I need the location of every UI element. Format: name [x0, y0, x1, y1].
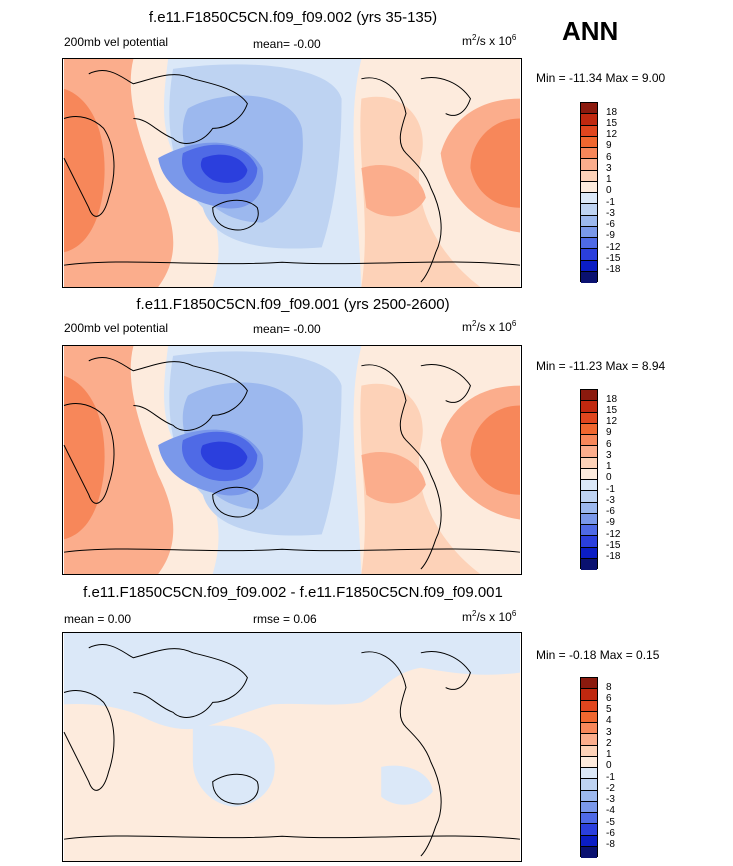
colorbar-tick-label: 6 [606, 439, 612, 450]
colorbar-tick-label: -1 [606, 197, 615, 208]
colorbar-tick-label: -15 [606, 540, 621, 551]
colorbar-tick-label: -6 [606, 828, 615, 839]
colorbar-tick-label: -3 [606, 208, 615, 219]
panel3-title: f.e11.F1850C5CN.f09_f09.002 - f.e11.F185… [83, 584, 503, 601]
panel2-map [62, 345, 522, 575]
colorbar-tick-label: 1 [606, 174, 612, 185]
colorbar-tick-label: -2 [606, 783, 615, 794]
colorbar-tick-label: -18 [606, 264, 621, 275]
panel3-units: m2/s x 106 [462, 609, 517, 624]
colorbar-tick-label: -15 [606, 253, 621, 264]
colorbar-tick-label: 15 [606, 405, 618, 416]
panel3-minmax: Min = -0.18 Max = 0.15 [536, 648, 660, 662]
colorbar-tick-label: -1 [606, 484, 615, 495]
colorbar-tick-label: 0 [606, 185, 612, 196]
panel2-colorbar [580, 389, 598, 570]
panel1-minmax: Min = -11.34 Max = 9.00 [536, 71, 666, 85]
colorbar-tick-label: -4 [606, 805, 615, 816]
panel2-mean-label: mean= -0.00 [253, 322, 321, 336]
panel3-map [62, 632, 522, 862]
panel1-mean-label: mean= -0.00 [253, 37, 321, 51]
colorbar-tick-label: 18 [606, 394, 618, 405]
colorbar-tick-label: 3 [606, 163, 612, 174]
panel1-colorbar [580, 102, 598, 283]
colorbar-tick-label: -3 [606, 794, 615, 805]
colorbar-tick-label: -3 [606, 495, 615, 506]
colorbar-tick-label: 9 [606, 140, 612, 151]
colorbar-tick-label: 12 [606, 129, 618, 140]
colorbar-tick-label: -12 [606, 242, 621, 253]
colorbar-tick-label: -6 [606, 506, 615, 517]
colorbar-tick-label: 1 [606, 749, 612, 760]
colorbar-tick-label: -1 [606, 772, 615, 783]
panel2-units: m2/s x 106 [462, 319, 517, 334]
colorbar-tick-label: -9 [606, 230, 615, 241]
colorbar-tick-label: 3 [606, 727, 612, 738]
panel1-units: m2/s x 106 [462, 33, 517, 48]
colorbar-tick-label: 0 [606, 760, 612, 771]
colorbar-tick-label: -18 [606, 551, 621, 562]
colorbar-tick-label: -12 [606, 529, 621, 540]
panel3-mean-label: mean = 0.00 [64, 612, 132, 626]
colorbar-tick-label: 6 [606, 693, 612, 704]
colorbar-tick-label: 5 [606, 704, 612, 715]
colorbar-tick-label: 15 [606, 118, 618, 129]
colorbar-tick-label: -9 [606, 517, 615, 528]
panel1-colorbar-labels: 18 15 12 9 6 3 1 0 -1 -3 -6 -9 -12 -15 -… [606, 102, 636, 282]
panel2-title: f.e11.F1850C5CN.f09_f09.001 (yrs 2500-26… [136, 296, 450, 313]
colorbar-tick-label: 2 [606, 738, 612, 749]
panel2-minmax: Min = -11.23 Max = 8.94 [536, 359, 666, 373]
colorbar-tick-label: 3 [606, 450, 612, 461]
panel1-variable-label: 200mb vel potential [64, 35, 169, 49]
panel3-colorbar [580, 677, 598, 858]
colorbar-tick-label: 4 [606, 715, 612, 726]
panel1-map [62, 58, 522, 288]
colorbar-tick-label: 1 [606, 461, 612, 472]
panel3-colorbar-labels: 8 6 5 4 3 2 1 0 -1 -2 -3 -4 -5 -6 -8 [606, 677, 636, 857]
colorbar-tick-label: -8 [606, 839, 615, 850]
colorbar-tick-label: 0 [606, 472, 612, 483]
season-label: ANN [562, 16, 619, 46]
colorbar-tick-label: -6 [606, 219, 615, 230]
colorbar-tick-label: -5 [606, 817, 615, 828]
colorbar-tick-label: 8 [606, 682, 612, 693]
colorbar-tick-label: 12 [606, 416, 618, 427]
panel2-colorbar-labels: 18 15 12 9 6 3 1 0 -1 -3 -6 -9 -12 -15 -… [606, 389, 636, 569]
panel2-variable-label: 200mb vel potential [64, 321, 169, 335]
colorbar-tick-label: 9 [606, 427, 612, 438]
colorbar-tick-label: 18 [606, 107, 618, 118]
colorbar-tick-label: 6 [606, 152, 612, 163]
panel3-rmse-label: rmse = 0.06 [253, 612, 317, 626]
panel1-title: f.e11.F1850C5CN.f09_f09.002 (yrs 35-135) [148, 9, 438, 26]
